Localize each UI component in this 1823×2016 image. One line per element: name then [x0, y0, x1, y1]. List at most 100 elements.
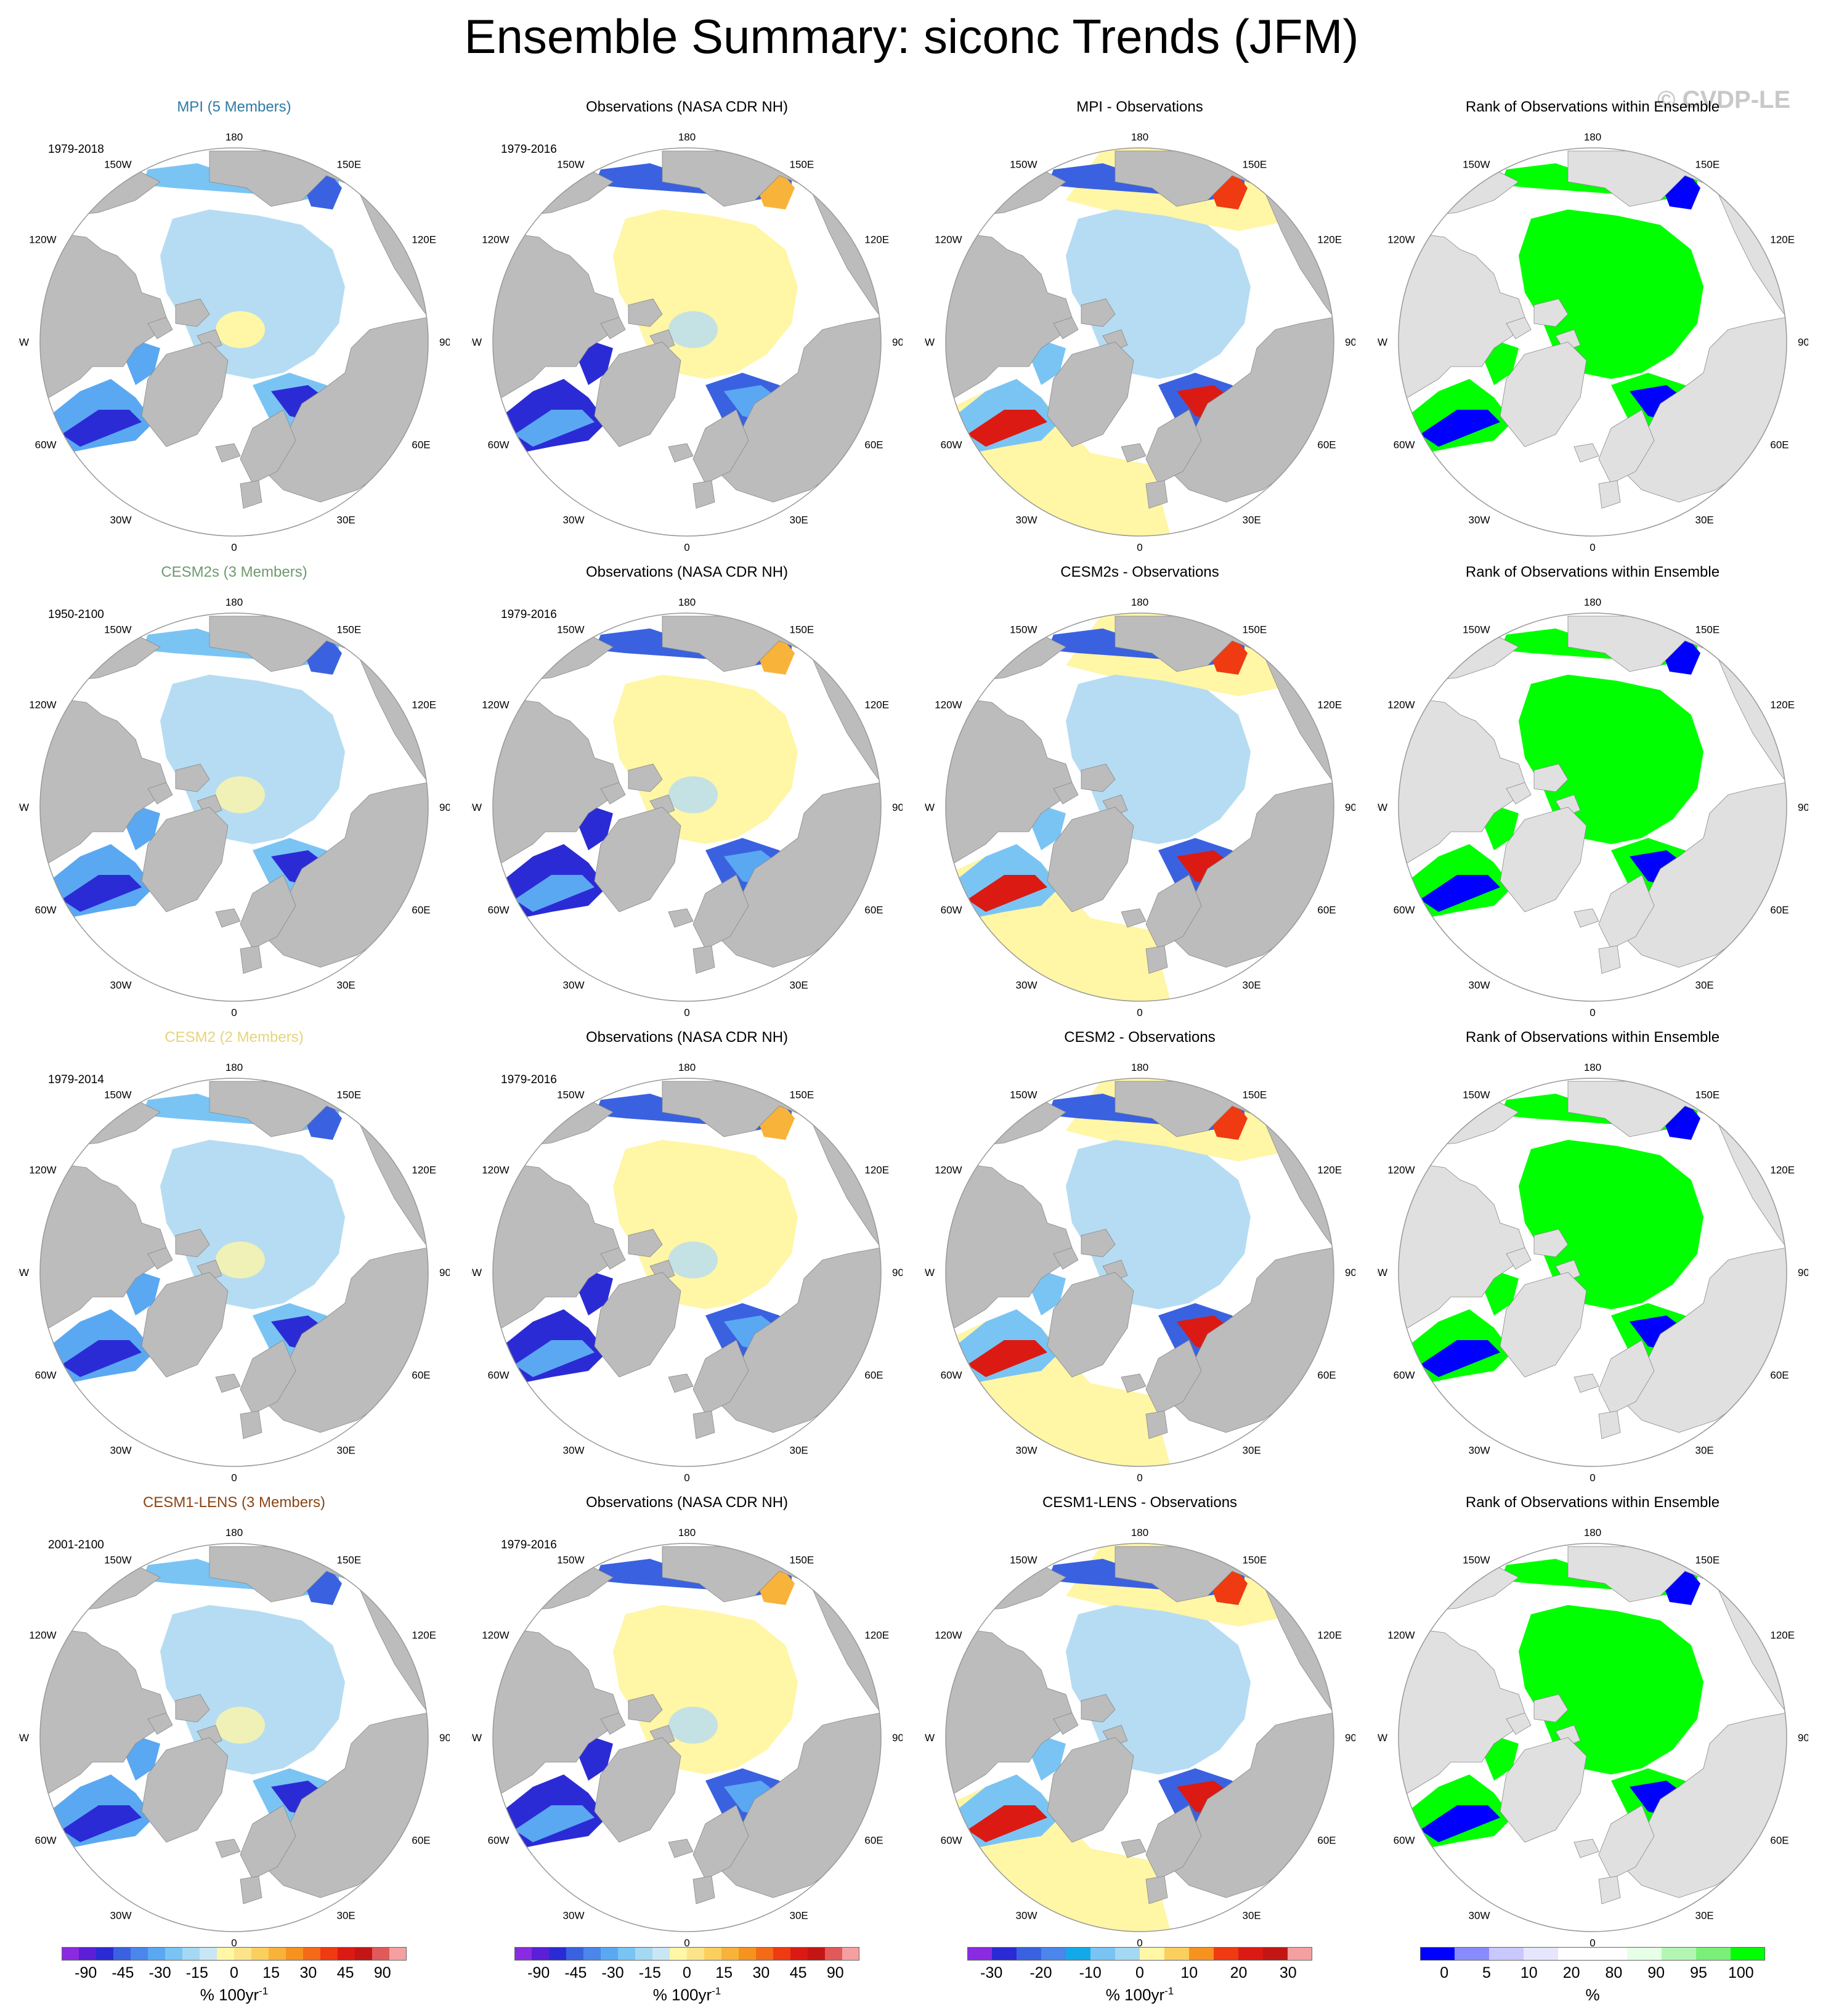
colorbar-tick-label: 90 [373, 1964, 391, 1981]
period-label: 1979-2016 [501, 1538, 557, 1551]
land-mass-8 [240, 874, 296, 949]
land-mass-8 [240, 1339, 296, 1415]
lon-label-60e: 60E [1770, 1835, 1788, 1847]
central-arctic-anomaly [216, 1242, 265, 1278]
colorbar-swatch [1164, 1947, 1190, 1961]
labrador-ice-edge [514, 1340, 595, 1377]
lon-label-90w: 90W [924, 1267, 935, 1278]
observations-panel: 180 150E 120E 90E 60E 30E 0 30W 60W 90W 120W 150W Ob… [471, 99, 903, 564]
period-label: 1979-2014 [48, 1073, 104, 1086]
lon-label-30e: 30E [1695, 1909, 1714, 1921]
lon-label-120w: 120W [482, 1630, 509, 1641]
central-arctic-anomaly [668, 776, 718, 813]
colorbar-swatch [1558, 1947, 1593, 1961]
lon-label-120e: 120E [1317, 699, 1342, 711]
map-boundary [945, 612, 1334, 1002]
lon-label-60w: 60W [488, 1370, 510, 1381]
polar-map: 180 150E 120E 90E 60E 30E 0 30W 60W 90W 120W 150W [924, 1062, 1355, 1484]
colorbar-swatch [808, 1947, 826, 1961]
land-mass-3 [1053, 782, 1079, 805]
land-mass-3 [600, 1247, 626, 1270]
colorbar-frame [1420, 1947, 1765, 1961]
colorbar-units-exponent: -1 [259, 1985, 269, 1997]
land-mass-11 [692, 480, 715, 509]
difference-panel: 180 150E 120E 90E 60E 30E 0 30W 60W 90W 120W 150W CE… [924, 564, 1355, 1029]
central-arctic-anomaly [668, 311, 718, 348]
land-mass-8 [1598, 1805, 1655, 1880]
colorbar-swatch [269, 1947, 286, 1961]
lon-label-60w: 60W [941, 439, 962, 451]
land-mass-11 [240, 945, 262, 974]
colorbar-swatch [790, 1947, 808, 1961]
land-mass-2 [1533, 1694, 1569, 1723]
colorbar-tick-label: 100 [1728, 1964, 1754, 1981]
colorbar-swatch [756, 1947, 774, 1961]
lon-label-0: 0 [231, 1937, 237, 1949]
lon-label-30e: 30E [1243, 1909, 1261, 1921]
colorbar-swatch [842, 1947, 860, 1961]
lon-label-60w: 60W [35, 1370, 57, 1381]
lon-label-150w: 150W [1463, 159, 1490, 171]
lon-label-90w: 90W [18, 1267, 29, 1278]
lon-label-60e: 60E [412, 1835, 430, 1847]
lon-label-90w: 90W [1377, 336, 1387, 348]
lon-label-30e: 30E [790, 514, 808, 526]
lon-label-30w: 30W [110, 1909, 132, 1921]
lon-label-150e: 150E [1243, 624, 1267, 636]
polar-map: 180 150E 120E 90E 60E 30E 0 30W 60W 90W 120W 150W [924, 131, 1355, 553]
lon-label-60e: 60E [412, 904, 430, 916]
land-mass-8 [1145, 1339, 1202, 1415]
colorbar-swatch [286, 1947, 304, 1961]
land-mass-2 [1533, 763, 1569, 792]
land-mass-8 [1598, 1339, 1655, 1415]
lon-label-150w: 150W [104, 1089, 131, 1101]
land-mass-5 [141, 807, 229, 912]
lon-label-60e: 60E [864, 439, 883, 451]
colorbar-units: % [1585, 1985, 1600, 2004]
lon-label-90e: 90E [1345, 1732, 1355, 1744]
labrador-ice-edge [62, 410, 142, 447]
lon-label-120e: 120E [864, 699, 889, 711]
lon-label-120w: 120W [482, 1164, 509, 1176]
map-boundary [39, 612, 429, 1002]
map-boundary [492, 1078, 882, 1467]
colorbar-swatch [721, 1947, 739, 1961]
land-mass-8 [240, 409, 296, 484]
lon-label-120w: 120W [29, 699, 56, 711]
colorbar-tick-label: 30 [299, 1964, 317, 1981]
map-boundary [1398, 1543, 1787, 1932]
lon-label-90e: 90E [892, 1732, 903, 1744]
lon-label-0: 0 [1137, 1937, 1142, 1949]
lon-label-150w: 150W [1010, 159, 1037, 171]
land-mass-5 [594, 1272, 681, 1378]
lon-label-60w: 60W [1394, 1370, 1415, 1381]
land-mass-2 [628, 1694, 663, 1723]
labrador-ice-edge [62, 1340, 142, 1377]
lon-label-90e: 90E [892, 802, 903, 813]
map-boundary [492, 1543, 882, 1932]
lon-label-0: 0 [1590, 1007, 1595, 1018]
lon-label-150w: 150W [557, 1555, 584, 1566]
colorbar-tick-label: 45 [789, 1964, 807, 1981]
lon-label-0: 0 [231, 1007, 237, 1018]
colorbar-tick-label: 0 [1135, 1964, 1144, 1981]
colorbar-swatch [182, 1947, 200, 1961]
colorbar-tick-label: 30 [1279, 1964, 1297, 1981]
lon-label-60w: 60W [488, 904, 510, 916]
lon-label-90w: 90W [924, 802, 935, 813]
land-mass-8 [692, 874, 749, 949]
land-mass-8 [1145, 874, 1202, 949]
lon-label-150e: 150E [790, 1555, 814, 1566]
lon-label-150w: 150W [1010, 1555, 1037, 1566]
lon-label-180: 180 [225, 1527, 243, 1538]
lon-label-180: 180 [1584, 1527, 1601, 1538]
rank-panel: 180 150E 120E 90E 60E 30E 0 30W 60W 90W 120W 150W Ra… [1377, 564, 1808, 1029]
colorbar-swatch [79, 1947, 97, 1961]
map-boundary [945, 147, 1334, 537]
land-mass-8 [1145, 1805, 1202, 1880]
panel-title: Observations (NASA CDR NH) [585, 1029, 789, 1046]
colorbar-swatches [514, 1947, 860, 1961]
labrador-ice-edge [967, 1805, 1047, 1842]
lon-label-150w: 150W [104, 624, 131, 636]
land-mass-2 [1081, 1694, 1116, 1723]
